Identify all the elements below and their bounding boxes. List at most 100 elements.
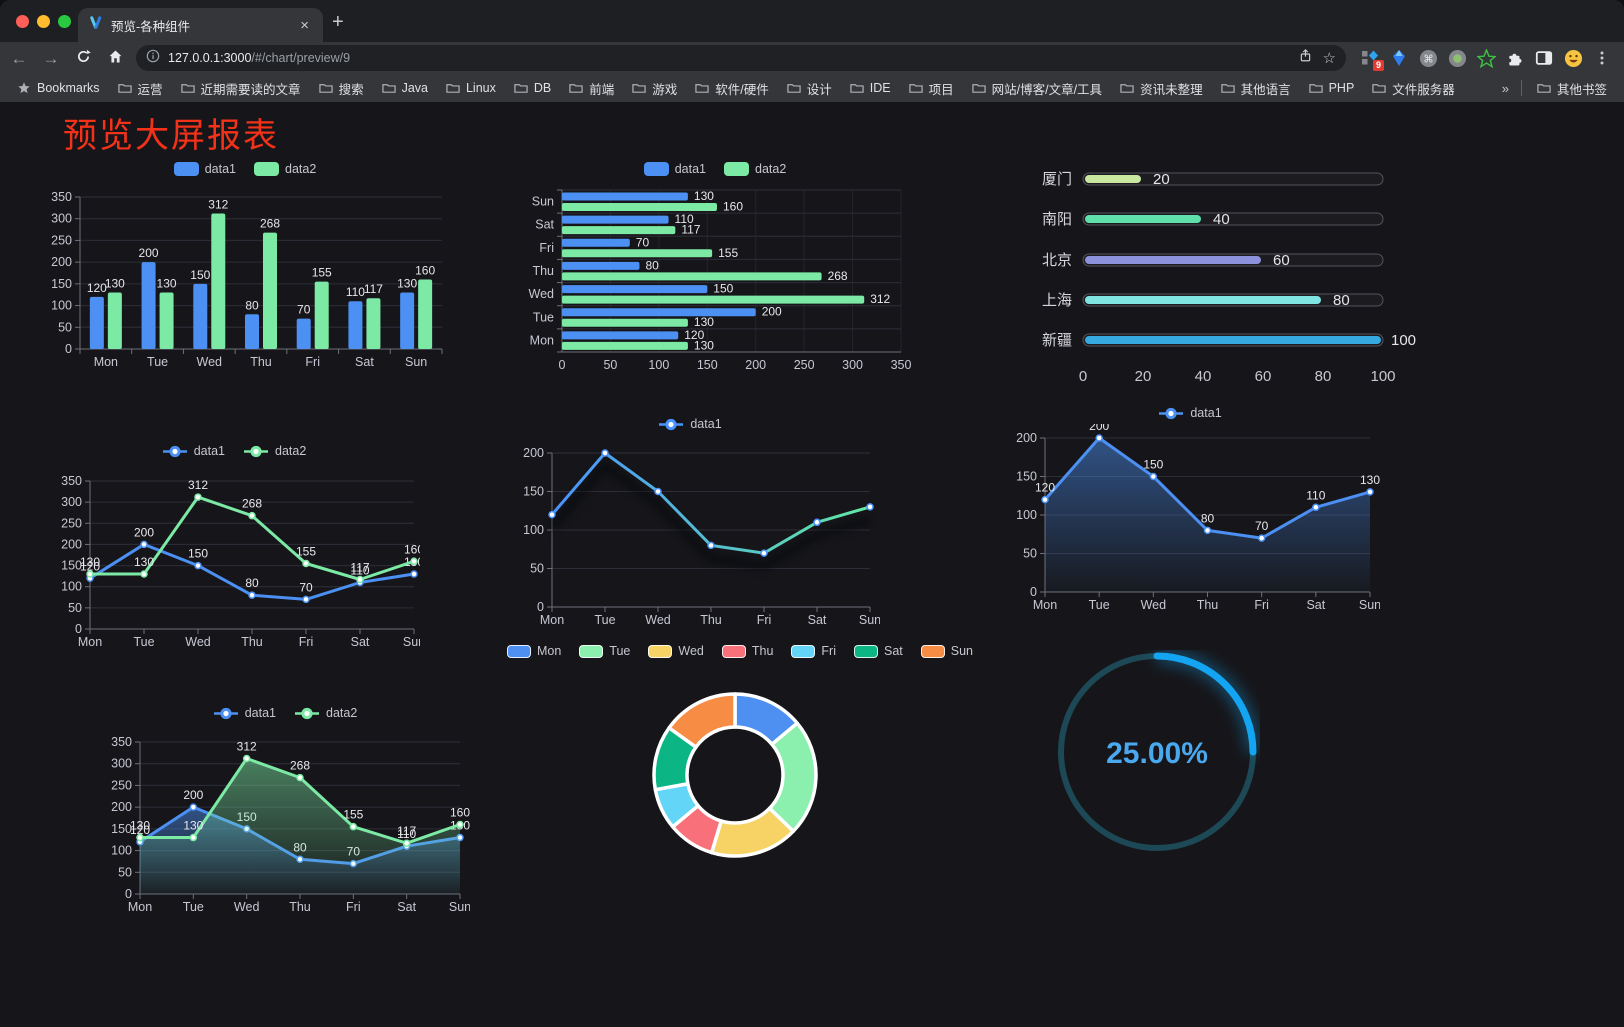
svg-text:Wed: Wed	[645, 613, 671, 627]
svg-text:200: 200	[61, 537, 82, 551]
legend-item-Wed[interactable]: Wed	[648, 644, 704, 658]
legend-item-data2[interactable]: data2	[294, 706, 357, 720]
star-pentagram-icon[interactable]	[1476, 48, 1496, 68]
legend-item-Fri[interactable]: Fri	[791, 644, 836, 658]
progress-fill-新疆[interactable]	[1085, 336, 1381, 344]
svg-text:Mon: Mon	[1033, 598, 1057, 612]
legend-item-data1[interactable]: data1	[213, 706, 276, 720]
legend-item-Thu[interactable]: Thu	[721, 644, 773, 658]
site-info-icon[interactable]	[146, 49, 160, 68]
minimize-window-button[interactable]	[37, 15, 50, 28]
svg-text:120: 120	[80, 559, 100, 573]
progress-fill-厦门[interactable]	[1085, 175, 1141, 183]
svg-text:Sat: Sat	[351, 635, 370, 649]
svg-text:110: 110	[350, 563, 369, 577]
svg-text:70: 70	[297, 303, 311, 317]
tab-favicon	[88, 15, 103, 35]
bookmark-folder[interactable]: 文件服务器	[1365, 76, 1462, 101]
bookmark-folder[interactable]: 项目	[902, 76, 961, 101]
bookmark-folder-label: 游戏	[652, 82, 678, 97]
bookmark-folder[interactable]: PHP	[1302, 78, 1362, 98]
emoji-face-icon[interactable]	[1563, 48, 1583, 68]
bars-data2[interactable]	[107, 213, 433, 349]
legend-line-marker	[659, 418, 684, 430]
progress-fill-南阳[interactable]	[1085, 215, 1201, 223]
points-data2[interactable]	[136, 754, 464, 847]
bookmarks-overflow-icon[interactable]: »	[1501, 80, 1509, 96]
proxy-switch-icon[interactable]: 9	[1360, 48, 1384, 71]
bookmark-folder[interactable]: 资讯未整理	[1113, 76, 1210, 101]
bookmark-folder[interactable]: 软件/硬件	[688, 76, 775, 101]
points-data1[interactable]	[548, 449, 874, 557]
bookmark-folder[interactable]: 游戏	[625, 76, 684, 101]
kebab-menu-icon[interactable]	[1592, 48, 1612, 68]
bookmark-folder[interactable]: 设计	[780, 76, 839, 101]
progress-fill-北京[interactable]	[1085, 256, 1261, 264]
legend-item-data1[interactable]: data1	[1158, 406, 1222, 420]
svg-text:Mon: Mon	[540, 613, 564, 627]
bars-data1[interactable]	[89, 262, 415, 349]
bookmark-folder[interactable]: 搜索	[312, 76, 371, 101]
record-circle-icon[interactable]	[1447, 48, 1467, 68]
svg-text:Thu: Thu	[241, 635, 263, 649]
legend-item-data1[interactable]: data1	[162, 444, 225, 458]
sidebar-toggle-icon[interactable]	[1534, 48, 1554, 68]
legend-item-Mon[interactable]: Mon	[506, 644, 561, 658]
svg-text:300: 300	[51, 212, 72, 226]
zoom-window-button[interactable]	[58, 15, 71, 28]
extensions-puzzle-icon[interactable]	[1505, 48, 1525, 68]
points-data1[interactable]	[1041, 434, 1374, 542]
other-bookmarks-folder[interactable]: 其他书签	[1530, 76, 1614, 101]
points-data1[interactable]	[86, 540, 418, 604]
hbars-data1[interactable]	[562, 192, 756, 340]
bookmark-folder[interactable]: 前端	[562, 76, 621, 101]
new-tab-button[interactable]: +	[332, 11, 344, 33]
gem-icon[interactable]	[1389, 48, 1409, 68]
chart-legend: Mon Tue Wed Thu Fri Sat Sun	[506, 640, 973, 662]
svg-text:100: 100	[1016, 508, 1037, 522]
progress-fill-上海[interactable]	[1085, 296, 1321, 304]
bookmark-folder[interactable]: IDE	[843, 78, 898, 98]
back-icon[interactable]: ←	[10, 48, 28, 68]
close-window-button[interactable]	[16, 15, 29, 28]
legend-item-data1[interactable]: data1	[658, 417, 722, 431]
svg-text:312: 312	[237, 740, 257, 754]
bookmark-folder[interactable]: Java	[375, 78, 435, 98]
bookmark-star-icon[interactable]: ☆	[1322, 50, 1336, 67]
bookmarks-right: » 其他书签	[1498, 76, 1614, 101]
share-icon[interactable]	[1298, 48, 1313, 68]
legend-item-Sat[interactable]: Sat	[854, 644, 903, 658]
svg-text:80: 80	[245, 298, 259, 312]
reload-icon[interactable]	[72, 48, 94, 68]
command-circle-icon[interactable]: ⌘	[1418, 48, 1438, 68]
legend-item-Tue[interactable]: Tue	[579, 644, 630, 658]
bookmark-folder[interactable]: 运营	[111, 76, 170, 101]
forward-icon[interactable]: →	[42, 48, 60, 68]
url-text[interactable]: 127.0.0.1:3000/#/chart/preview/9	[168, 51, 1290, 65]
legend-item-data1[interactable]: data1	[173, 162, 236, 176]
bookmark-folder[interactable]: 网站/博客/文章/工具	[965, 76, 1109, 101]
home-icon[interactable]	[104, 48, 126, 68]
area-fill-data2	[140, 758, 460, 894]
bookmark-folder[interactable]: 近期需要读的文章	[174, 76, 308, 101]
bookmark-folder-label: 前端	[589, 82, 615, 97]
tab-close-icon[interactable]: ×	[300, 16, 309, 34]
svg-text:Sat: Sat	[535, 218, 554, 232]
legend-item-data2[interactable]: data2	[724, 162, 786, 176]
legend-item-data1[interactable]: data1	[643, 162, 706, 176]
pie-slice-Sun[interactable]	[667, 692, 737, 749]
hbars-data2[interactable]	[562, 203, 865, 350]
browser-tab[interactable]: 预览-各种组件 ×	[78, 8, 323, 42]
url-bar[interactable]: 127.0.0.1:3000/#/chart/preview/9 ☆	[136, 45, 1346, 71]
points-data2[interactable]	[86, 493, 418, 584]
svg-text:200: 200	[762, 305, 782, 319]
bookmark-folder[interactable]: Linux	[439, 78, 503, 98]
bookmark-folder[interactable]: 其他语言	[1214, 76, 1298, 101]
svg-text:Wed: Wed	[185, 635, 211, 649]
svg-text:上海: 上海	[1042, 292, 1072, 309]
bookmarks-star-item[interactable]: Bookmarks	[10, 78, 107, 98]
bookmark-folder[interactable]: DB	[507, 78, 558, 98]
legend-item-data2[interactable]: data2	[243, 444, 306, 458]
legend-item-data2[interactable]: data2	[254, 162, 316, 176]
legend-item-Sun[interactable]: Sun	[920, 644, 973, 658]
